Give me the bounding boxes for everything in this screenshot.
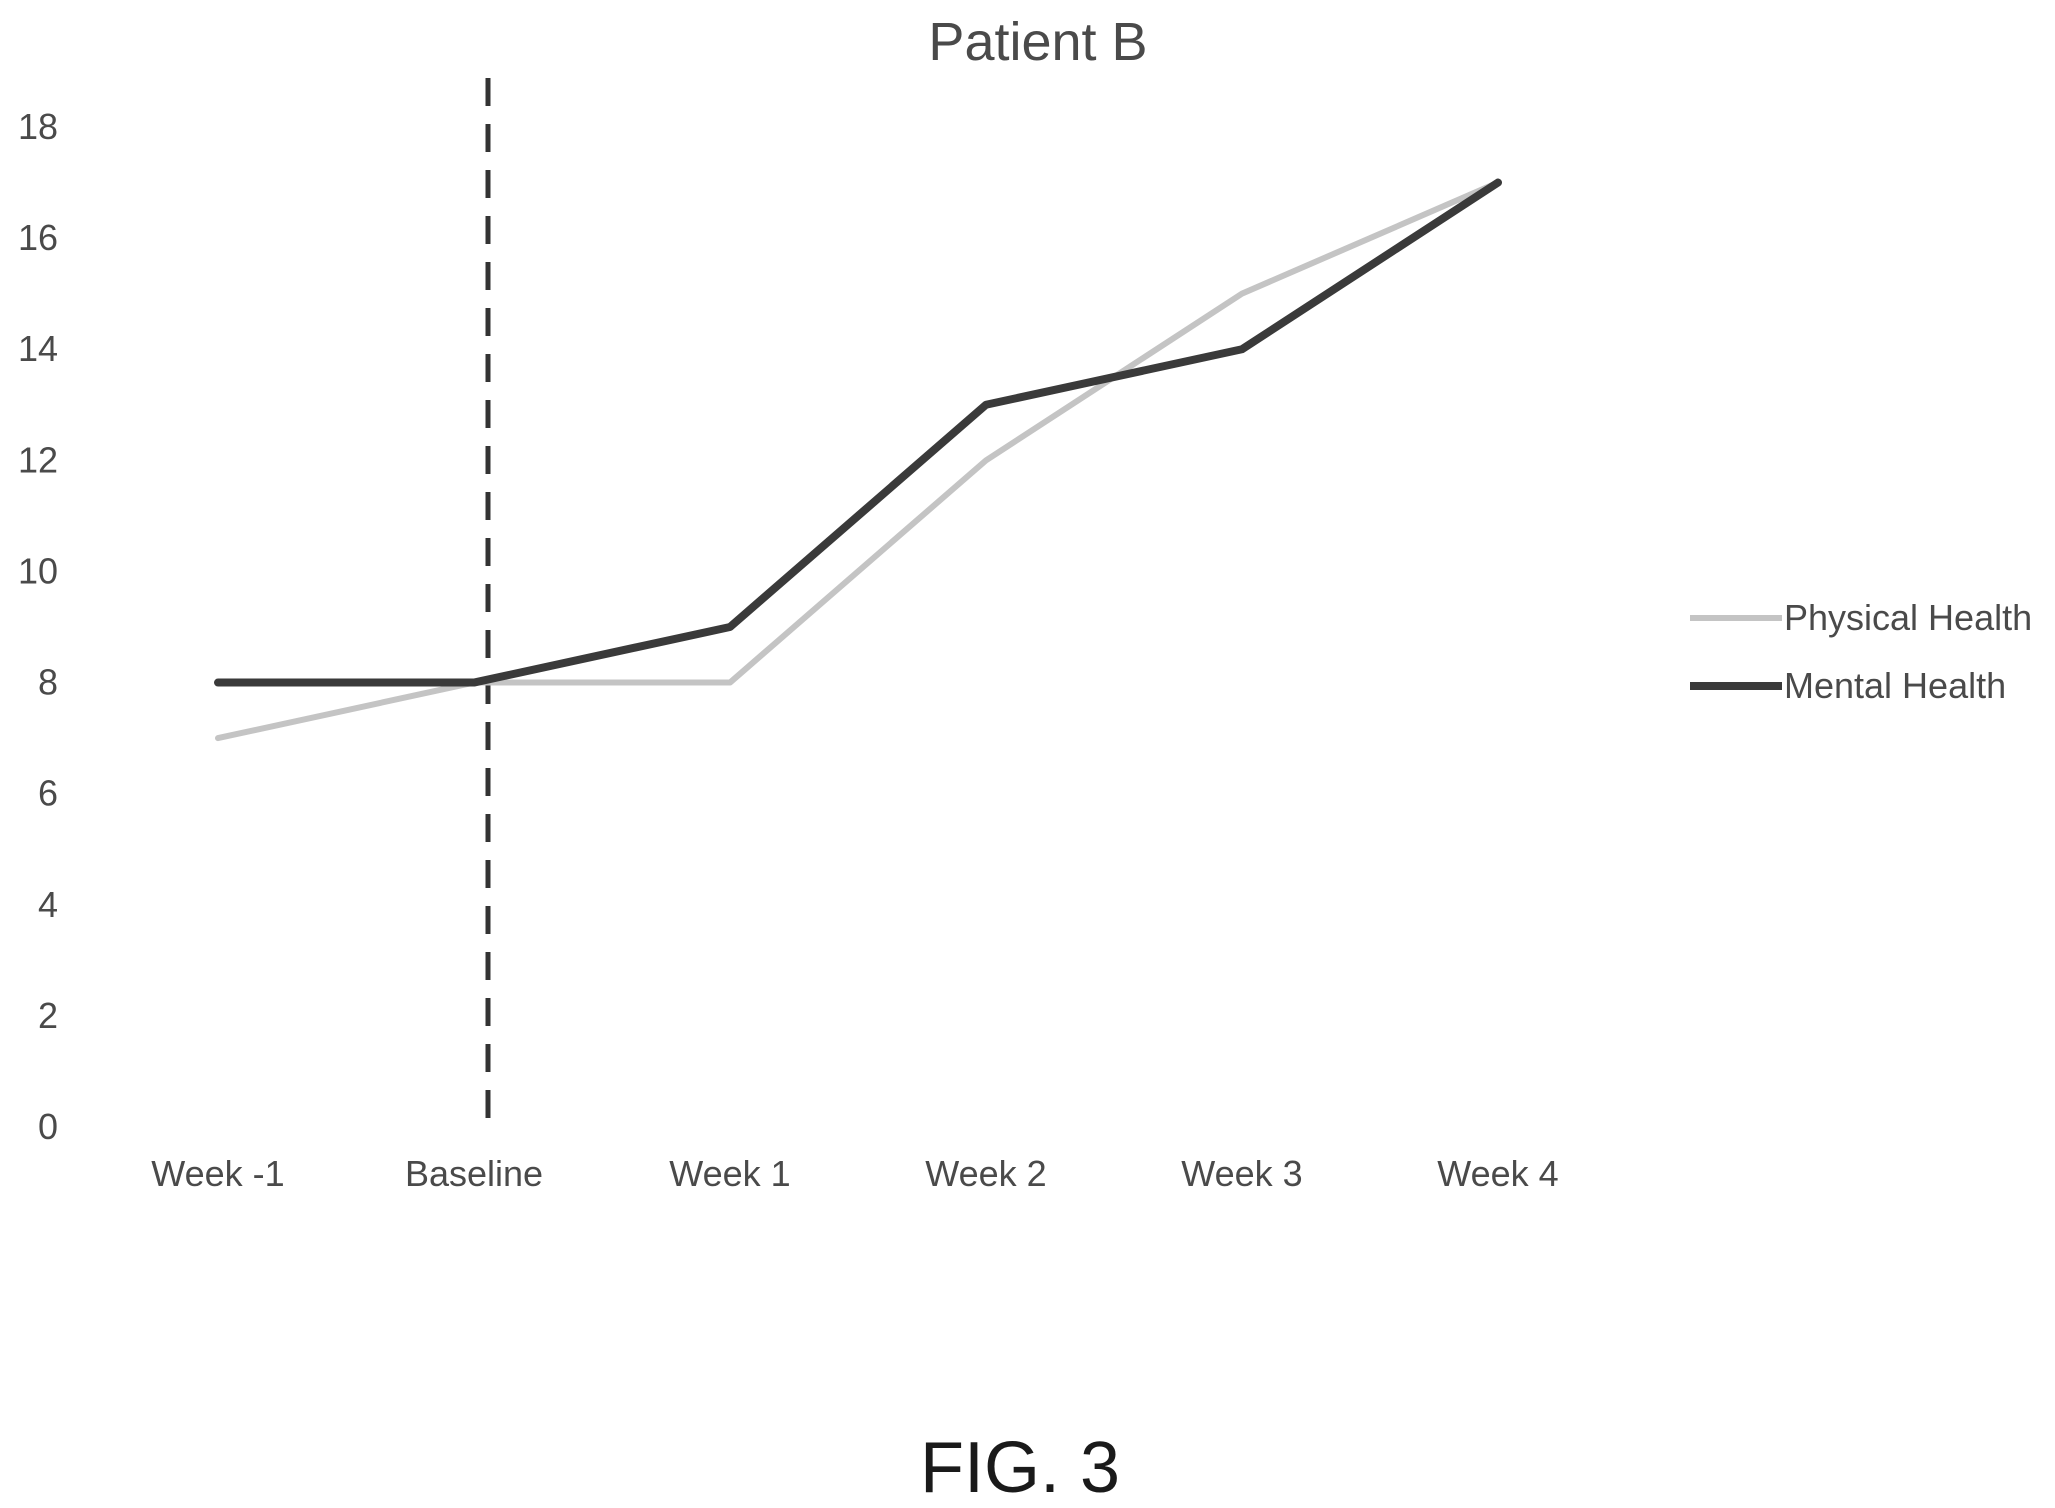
series-layer: [214, 178, 1502, 742]
x-tick-label: Week 3: [1181, 1153, 1302, 1194]
x-tick-label: Week 1: [669, 1153, 790, 1194]
y-tick-label: 8: [38, 662, 58, 703]
x-tick-label: Week 4: [1437, 1153, 1558, 1194]
y-tick-label: 2: [38, 995, 58, 1036]
x-tick-label: Week 2: [925, 1153, 1046, 1194]
legend-label: Mental Health: [1784, 665, 2006, 706]
y-axis-ticks: 0 2 4 6 8 10 12 14 16 18: [18, 106, 58, 1147]
x-axis-ticks: Week -1 Baseline Week 1 Week 2 Week 3 Week 4: [151, 1153, 1558, 1194]
legend-label: Physical Health: [1784, 597, 2032, 638]
y-tick-label: 14: [18, 328, 58, 369]
y-tick-label: 4: [38, 884, 58, 925]
y-tick-label: 16: [18, 217, 58, 258]
figure-caption: FIG. 3: [920, 1428, 1120, 1508]
y-tick-label: 10: [18, 550, 58, 591]
y-tick-label: 0: [38, 1106, 58, 1147]
y-tick-label: 6: [38, 773, 58, 814]
x-tick-label: Baseline: [405, 1153, 543, 1194]
series-line-physical-health: [215, 179, 1501, 742]
legend: Physical Health Mental Health: [1690, 597, 2032, 706]
y-tick-label: 12: [18, 439, 58, 480]
chart-title: Patient B: [928, 12, 1147, 72]
y-tick-label: 18: [18, 106, 58, 147]
x-tick-label: Week -1: [151, 1153, 284, 1194]
series-line-mental-health: [214, 178, 1502, 687]
